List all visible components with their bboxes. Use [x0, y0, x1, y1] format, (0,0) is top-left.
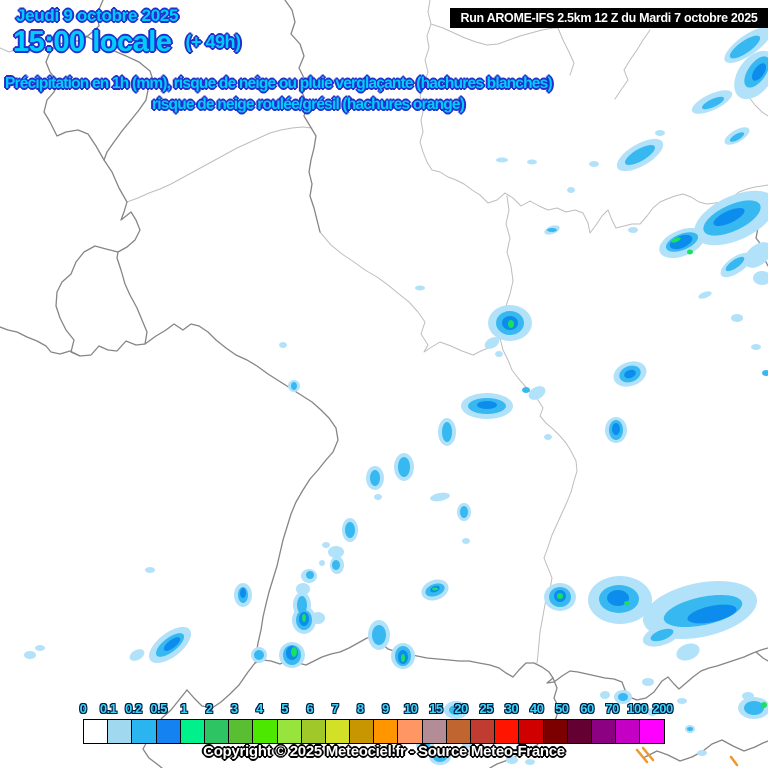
legend-cell-0.1 [107, 719, 133, 744]
subtitle-line-1: Précipitation en 1h (mm), risque de neig… [5, 75, 553, 92]
legend-value-0: 0 [79, 701, 87, 716]
precipitation-legend: 0 0.1 0.2 0.5 1 2 3 4 5 6 7 8 9 10 15 20 25 30 40 50 60 70 100… [79, 701, 688, 745]
legend-cells [83, 719, 665, 744]
forecast-offset: (+ 49h) [185, 32, 241, 52]
legend-value-7: 7 [331, 701, 339, 716]
legend-value-25: 25 [479, 701, 493, 716]
subtitle-line-2: risque de neige roulée/grésil (hachures … [152, 96, 465, 113]
copyright-text: Copyright © 2025 Meteociel.fr - Source M… [203, 743, 565, 760]
legend-cell-4 [252, 719, 278, 744]
legend-value-3: 3 [230, 701, 238, 716]
legend-value-8: 8 [356, 701, 364, 716]
hatching-orange [635, 746, 739, 767]
forecast-date: Jeudi 9 octobre 2025 [16, 6, 179, 25]
legend-cell-3 [228, 719, 254, 744]
legend-value-20: 20 [454, 701, 468, 716]
run-banner: Run AROME-IFS 2.5km 12 Z du Mardi 7 octo… [450, 8, 768, 28]
legend-value-9: 9 [382, 701, 389, 716]
forecast-time: 15:00 locale [13, 26, 172, 58]
precipitation-layer [24, 26, 768, 767]
legend-value-40: 40 [529, 701, 544, 716]
forecast-time-row: 15:00 locale (+ 49h) [13, 26, 241, 59]
legend-cell-1 [179, 719, 205, 744]
legend-cell-200 [639, 719, 665, 744]
legend-cell-5 [276, 719, 302, 744]
legend-value-10: 10 [403, 701, 418, 716]
legend-value-200: 200 [652, 701, 673, 716]
legend-value-4: 4 [256, 701, 263, 716]
legend-cell-0.5 [155, 719, 181, 744]
legend-cell-6 [300, 719, 326, 744]
legend-cell-15 [421, 719, 447, 744]
legend-cell-30 [494, 719, 520, 744]
legend-cell-0.2 [131, 719, 157, 744]
legend-cell-7 [324, 719, 351, 744]
legend-value-0.5: 0.5 [150, 701, 167, 716]
legend-cell-70 [590, 719, 617, 744]
legend-cell-50 [542, 719, 568, 744]
legend-cell-25 [470, 719, 496, 744]
legend-cell-9 [373, 719, 399, 744]
legend-value-60: 60 [580, 701, 594, 716]
legend-cell-8 [349, 719, 375, 744]
legend-value-1: 1 [180, 701, 188, 716]
legend-cell-10 [397, 719, 423, 744]
legend-value-30: 30 [504, 701, 519, 716]
legend-cell-20 [445, 719, 471, 744]
legend-value-15: 15 [429, 701, 443, 716]
legend-value-0.2: 0.2 [125, 701, 142, 716]
legend-cell-40 [518, 719, 544, 744]
legend-value-0.1: 0.1 [99, 701, 117, 716]
legend-cell-2 [203, 719, 230, 744]
legend-value-70: 70 [605, 701, 619, 716]
legend-cell-100 [615, 719, 641, 744]
legend-value-100: 100 [627, 701, 648, 716]
legend-cell-60 [566, 719, 592, 744]
legend-value-5: 5 [281, 701, 288, 716]
legend-cell-0 [83, 719, 109, 744]
legend-value-50: 50 [555, 701, 569, 716]
legend-value-6: 6 [306, 701, 314, 716]
legend-value-2: 2 [205, 701, 213, 716]
